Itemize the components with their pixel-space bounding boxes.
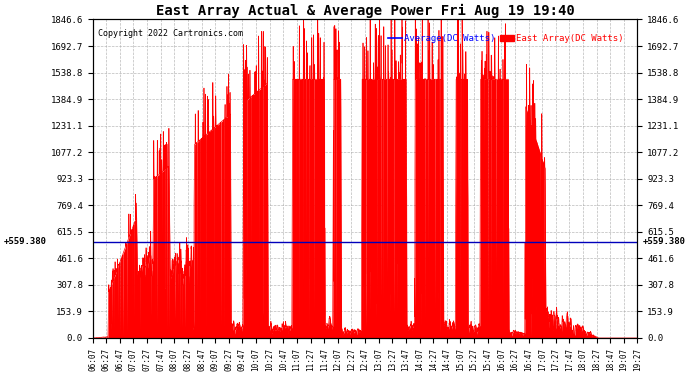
Title: East Array Actual & Average Power Fri Aug 19 19:40: East Array Actual & Average Power Fri Au… — [156, 4, 575, 18]
Text: +559.380: +559.380 — [3, 237, 46, 246]
Legend: Average(DC Watts), East Array(DC Watts): Average(DC Watts), East Array(DC Watts) — [384, 30, 627, 46]
Text: Copyright 2022 Cartronics.com: Copyright 2022 Cartronics.com — [98, 29, 243, 38]
Text: +559.380: +559.380 — [643, 237, 686, 246]
